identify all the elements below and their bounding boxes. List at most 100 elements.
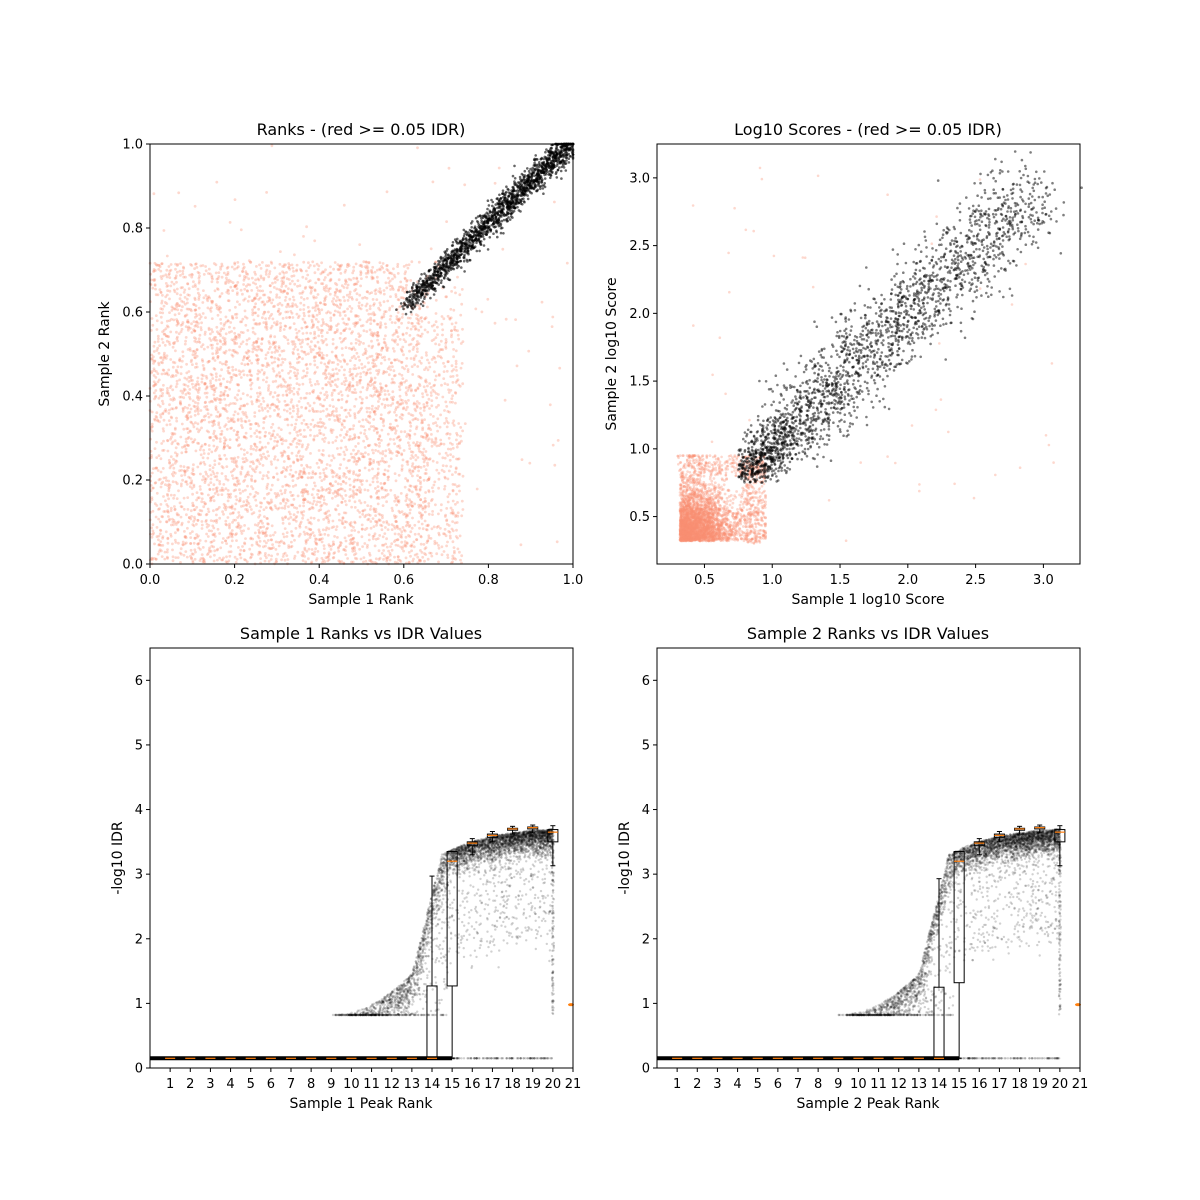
scatter-point [236, 455, 240, 459]
scatter-point [289, 310, 293, 313]
scatter-point [422, 460, 426, 464]
scatter-point [288, 376, 292, 380]
scatter-point [246, 362, 250, 366]
scatter-point [163, 301, 167, 304]
scatter-point [350, 529, 354, 532]
scatter-point [319, 432, 323, 435]
scatter-point [234, 518, 238, 522]
scatter-point [367, 344, 371, 348]
scatter-point [414, 443, 418, 446]
scatter-point [160, 515, 164, 518]
scatter-point [255, 354, 259, 358]
scatter-point [256, 277, 260, 281]
scatter-point [236, 430, 240, 434]
scatter-point [326, 394, 329, 397]
scatter-point [278, 375, 282, 379]
scatter-point [256, 492, 260, 495]
scatter-point [192, 404, 196, 408]
scatter-point [271, 543, 274, 546]
scatter-point [301, 455, 305, 458]
scatter-point [398, 527, 402, 531]
scatter-point [250, 402, 254, 406]
scatter-point [160, 442, 164, 445]
scatter-point [359, 378, 363, 382]
scatter-point [154, 395, 157, 399]
scatter-point [256, 458, 260, 461]
scatter-point [396, 424, 399, 428]
scatter-point [413, 467, 417, 471]
scatter-point [451, 455, 455, 459]
scatter-point [156, 418, 160, 422]
scatter-point [383, 468, 387, 472]
scatter-point [338, 306, 342, 310]
scatter-point [416, 340, 419, 343]
scatter-point [351, 427, 355, 431]
scatter-point [377, 290, 381, 293]
scatter-point [351, 271, 355, 275]
scatter-point [451, 340, 454, 344]
scatter-point [262, 452, 265, 456]
scatter-point [314, 410, 318, 413]
scatter-point [350, 356, 354, 360]
scatter-point [439, 442, 443, 445]
scatter-point [409, 530, 413, 534]
scatter-point [284, 515, 287, 519]
scatter-point [372, 418, 376, 421]
scatter-point [243, 309, 247, 313]
scatter-point [454, 391, 457, 394]
scatter-point [199, 326, 203, 329]
scatter-point [268, 272, 271, 276]
scatter-point [443, 527, 447, 531]
scatter-point [226, 393, 230, 397]
scatter-point [269, 335, 272, 339]
scatter-point [340, 347, 344, 350]
scatter-point [173, 538, 177, 542]
scatter-point [359, 501, 363, 505]
scatter-point [385, 559, 389, 563]
scatter-point [386, 475, 390, 479]
scatter-point [350, 494, 353, 497]
scatter-point [379, 362, 383, 365]
scatter-point [166, 541, 170, 545]
scatter-point [207, 415, 211, 419]
scatter-point [417, 495, 421, 499]
scatter-point [159, 470, 163, 474]
scatter-point [448, 432, 452, 436]
scatter-point [286, 423, 290, 427]
scatter-point [150, 370, 154, 373]
scatter-point [371, 404, 374, 408]
scatter-point [391, 365, 394, 368]
scatter-point [358, 499, 361, 503]
scatter-point [153, 382, 157, 386]
scatter-point [242, 460, 245, 464]
scatter-point [456, 501, 459, 504]
scatter-point [309, 516, 313, 520]
scatter-point [302, 530, 306, 534]
scatter-point [365, 371, 368, 375]
scatter-point [349, 533, 353, 537]
scatter-point [226, 366, 230, 370]
scatter-point [409, 327, 413, 331]
scatter-point [333, 303, 336, 307]
scatter-point [200, 500, 204, 504]
scatter-point [156, 552, 160, 556]
scatter-point [354, 262, 358, 266]
scatter-point [271, 367, 275, 371]
scatter-point [373, 544, 377, 548]
scatter-point [216, 287, 219, 290]
scatter-point [215, 521, 219, 524]
scatter-point [309, 452, 312, 455]
scatter-point [223, 506, 226, 510]
scatter-point [228, 387, 232, 391]
scatter-point [328, 513, 332, 517]
scatter-point [333, 551, 337, 554]
scatter-point [333, 535, 336, 538]
scatter-point [454, 291, 457, 295]
scatter-point [197, 281, 201, 285]
scatter-point [245, 560, 249, 564]
scatter-point [365, 396, 369, 400]
scatter-point [404, 386, 408, 390]
scatter-point [179, 389, 183, 393]
scatter-point [404, 399, 407, 403]
scatter-point [383, 341, 387, 345]
